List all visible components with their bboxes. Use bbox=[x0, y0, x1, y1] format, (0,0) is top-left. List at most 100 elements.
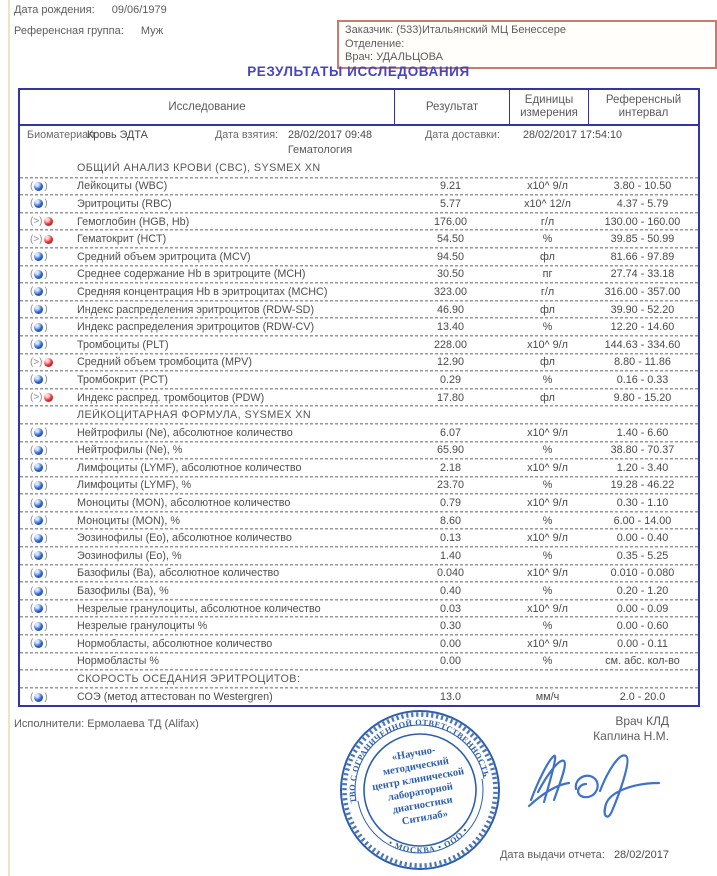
normal-marker-icon bbox=[34, 516, 44, 526]
test-result: 176.00 bbox=[433, 215, 468, 228]
test-unit: г/л bbox=[540, 285, 555, 298]
customer-value: (533)Итальянский МЦ Бенессере bbox=[396, 24, 566, 36]
test-unit: фл bbox=[540, 303, 555, 316]
test-ref: 19.28 - 46.22 bbox=[610, 479, 675, 492]
test-row: () Моноциты (MON), абсолютное количество 0… bbox=[20, 494, 698, 512]
test-row: (>) Средний объем тромбоцита (MPV) 12.90 фл… bbox=[20, 353, 698, 372]
normal-marker-icon bbox=[34, 322, 44, 332]
test-row: (>) Гемоглобин (HGB, Hb) 176.00 г/л 130.00 -… bbox=[20, 212, 698, 231]
test-row: () Тромбокрит (PCT) 0.29% 0.16 - 0.33 bbox=[20, 371, 698, 389]
test-unit: мм/ч bbox=[535, 691, 560, 704]
test-ref: 9.80 - 15.20 bbox=[613, 391, 672, 404]
test-row: () Лимфоциты (LYMF), абсолютное количеств… bbox=[20, 459, 698, 477]
normal-marker-icon bbox=[34, 287, 44, 297]
test-result: 0.30 bbox=[439, 620, 461, 633]
taken-value: 28/02/2017 09:48 bbox=[288, 129, 373, 141]
paren: ) bbox=[44, 198, 48, 210]
test-name: Эозинофилы (Eo), абсолютное количество bbox=[77, 532, 292, 545]
result-flag-cell: () bbox=[20, 515, 77, 526]
paren: ) bbox=[44, 268, 48, 280]
test-unit: % bbox=[542, 479, 553, 492]
results-rows: ОБЩИЙ АНАЛИЗ КРОВИ (CBC), SYSMEX XN() Лей… bbox=[20, 160, 698, 705]
test-result: 323.00 bbox=[433, 285, 468, 298]
result-flag-cell: (>) bbox=[20, 357, 77, 368]
test-result: 0.79 bbox=[439, 497, 461, 510]
test-name: СОЭ (метод аттестован по Westergren) bbox=[77, 691, 273, 704]
test-ref: 0.00 - 0.09 bbox=[616, 602, 669, 615]
test-name: Нейтрофилы (Ne), абсолютное количество bbox=[77, 426, 293, 439]
test-ref: 81.66 - 97.89 bbox=[610, 250, 675, 263]
result-flag-cell: () bbox=[20, 586, 77, 597]
test-unit: % bbox=[542, 620, 553, 633]
test-unit: % bbox=[542, 373, 553, 386]
paren: ) bbox=[44, 585, 48, 597]
paren: ( bbox=[30, 515, 34, 527]
test-unit: фл bbox=[540, 250, 555, 263]
result-flag-cell: () bbox=[20, 198, 77, 209]
section-title: СКОРОСТЬ ОСЕДАНИЯ ЭРИТРОЦИТОВ: bbox=[77, 673, 301, 686]
test-row: () Незрелые гранулоциты, абсолютное колич… bbox=[20, 599, 698, 618]
paren: ( bbox=[30, 585, 34, 597]
result-flag-cell: () bbox=[20, 638, 77, 649]
result-flag-cell: (>) bbox=[20, 234, 77, 245]
normal-marker-icon bbox=[34, 340, 44, 350]
high-flag-text: (>) bbox=[30, 216, 43, 228]
header-result: Результат bbox=[395, 90, 510, 124]
normal-marker-icon bbox=[34, 692, 44, 702]
test-row: () Эозинофилы (Eo), % 1.40% 0.35 - 5.25 bbox=[20, 547, 698, 565]
paren: ( bbox=[30, 462, 34, 474]
birth-date-value: 09/06/1979 bbox=[111, 4, 167, 16]
test-ref: 27.74 - 33.18 bbox=[610, 268, 675, 281]
result-flag-cell: () bbox=[20, 374, 77, 385]
result-flag-cell: () bbox=[20, 181, 77, 192]
birth-date-label: Дата рождения: bbox=[14, 4, 95, 16]
test-ref: см. абс. кол-во bbox=[605, 655, 680, 668]
ref-group-value: Муж bbox=[140, 25, 164, 37]
test-name: Лимфоциты (LYMF), % bbox=[77, 479, 192, 492]
test-row: () Лимфоциты (LYMF), % 23.70% 19.28 - 46.22 bbox=[20, 476, 698, 495]
test-unit: х10^ 9/л bbox=[527, 567, 568, 580]
paren: ) bbox=[44, 339, 48, 351]
test-result: 0.13 bbox=[439, 532, 461, 545]
test-ref: 0.16 - 0.33 bbox=[616, 373, 669, 386]
test-row: () СОЭ (метод аттестован по Westergren) 13… bbox=[20, 687, 698, 706]
stamp-center-text: «Научно-методическийцентр клиническойлаб… bbox=[367, 741, 472, 832]
test-unit: фл bbox=[540, 356, 555, 369]
test-ref: 0.20 - 1.20 bbox=[616, 585, 669, 598]
test-name: Эритроциты (RBC) bbox=[77, 197, 172, 210]
test-ref: 6.00 - 14.00 bbox=[613, 514, 672, 527]
organization-stamp-icon: ОБЩЕСТВО С ОГРАНИЧЕННОЙ ОТВЕТСТВЕННОСТЬЮ… bbox=[330, 700, 500, 870]
test-unit: х10^ 9/л bbox=[527, 180, 568, 193]
normal-marker-icon bbox=[34, 604, 44, 614]
test-unit: % bbox=[542, 549, 553, 562]
test-ref: 38.80 - 70.37 bbox=[610, 444, 675, 457]
test-row: () Нейтрофилы (Ne), % 65.90% 38.80 - 70.37 bbox=[20, 441, 698, 460]
paren: ( bbox=[30, 427, 34, 439]
department-line: Отделение: bbox=[345, 38, 709, 52]
ref-group-label: Референсная группа: bbox=[14, 25, 124, 37]
paren: ) bbox=[44, 251, 48, 263]
test-result: 2.18 bbox=[439, 461, 461, 474]
paren: ( bbox=[30, 286, 34, 298]
paren: ( bbox=[30, 268, 34, 280]
test-name: Средний объем эритроцита (MCV) bbox=[77, 250, 251, 263]
test-ref: 1.40 - 6.60 bbox=[616, 426, 669, 439]
result-flag-cell: () bbox=[20, 603, 77, 614]
paren: ) bbox=[44, 374, 48, 386]
test-result: 0.00 bbox=[439, 655, 461, 668]
result-flag-cell: () bbox=[20, 445, 77, 456]
test-name: Индекс распределения эритроцитов (RDW-CV… bbox=[77, 321, 315, 334]
paren: ) bbox=[44, 550, 48, 562]
paren: ( bbox=[30, 304, 34, 316]
test-row: (>) Гематокрит (HCT) 54.50% 39.85 - 50.99 bbox=[20, 230, 698, 248]
doctor-value: УДАЛЬЦОВА bbox=[376, 51, 443, 63]
delivered-value: 28/02/2017 17:54:10 bbox=[523, 129, 623, 141]
section-title: ОБЩИЙ АНАЛИЗ КРОВИ (CBC), SYSMEX XN bbox=[77, 162, 321, 175]
normal-marker-icon bbox=[34, 181, 44, 191]
high-marker-icon bbox=[43, 393, 53, 403]
test-row: () Нейтрофилы (Ne), абсолютное количество… bbox=[20, 423, 698, 442]
normal-marker-icon bbox=[34, 586, 44, 596]
high-marker-icon bbox=[43, 217, 53, 227]
test-name: Среднее содержание Hb в эритроците (MCH) bbox=[77, 268, 306, 281]
result-flag-cell: () bbox=[20, 498, 77, 509]
